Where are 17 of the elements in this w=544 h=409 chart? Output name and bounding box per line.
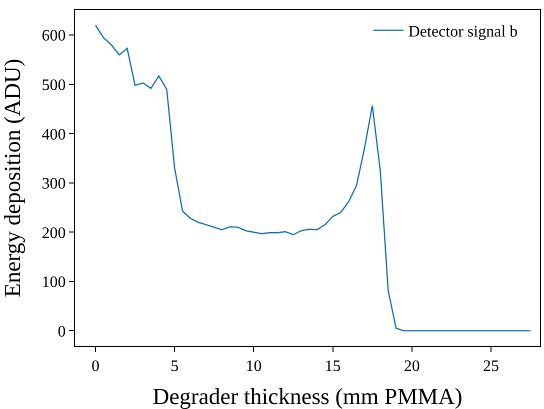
y-tick-label: 500 [42, 76, 66, 94]
y-tick-label: 600 [42, 28, 66, 45]
y-tick-label: 0 [58, 323, 66, 340]
y-axis-title: Energy deposition (ADU) [0, 58, 25, 298]
legend-label: Detector signal b⃗ [408, 24, 530, 40]
x-tick-label: 25 [482, 358, 499, 376]
y-tick-label: 200 [42, 224, 66, 242]
x-tick-label: 10 [246, 358, 262, 376]
y-tick-label: 100 [42, 274, 66, 292]
x-tick-label: 0 [92, 358, 100, 376]
x-tick-label: 20 [404, 358, 420, 376]
x-tick-label: 15 [324, 358, 341, 376]
x-axis-title: Degrader thickness (mm PMMA) [152, 384, 462, 409]
x-tick-label: 5 [170, 358, 179, 376]
y-tick-label: 300 [42, 176, 66, 193]
y-tick-label: 400 [42, 126, 66, 144]
line-series [94, 24, 532, 332]
